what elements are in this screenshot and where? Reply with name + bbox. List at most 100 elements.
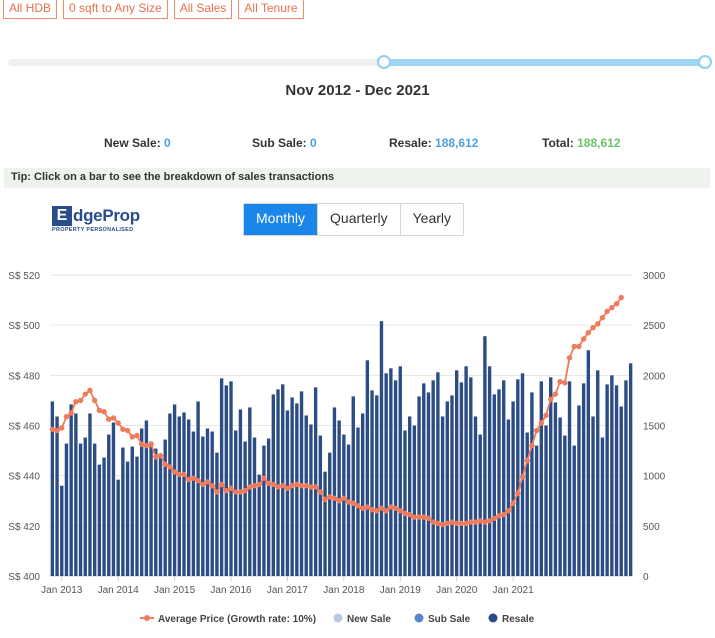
average-price-point[interactable] xyxy=(444,520,450,527)
average-price-point[interactable] xyxy=(284,485,291,491)
resale-bar[interactable] xyxy=(445,401,449,576)
resale-bar[interactable] xyxy=(130,446,134,576)
average-price-point[interactable] xyxy=(101,409,107,415)
average-price-point[interactable] xyxy=(364,504,371,510)
resale-bar[interactable] xyxy=(398,366,402,576)
resale-bar[interactable] xyxy=(154,448,158,576)
average-price-point[interactable] xyxy=(449,519,455,525)
average-price-point[interactable] xyxy=(458,520,465,527)
resale-bar[interactable] xyxy=(624,380,628,576)
resale-bar[interactable] xyxy=(454,370,459,576)
average-price-point[interactable] xyxy=(397,508,403,514)
resale-bar[interactable] xyxy=(229,381,233,576)
average-price-point[interactable] xyxy=(529,442,535,449)
resale-bar[interactable] xyxy=(116,479,120,576)
average-price-point[interactable] xyxy=(87,387,93,394)
resale-bar[interactable] xyxy=(111,422,116,576)
filter-tenure[interactable]: All Tenure xyxy=(238,0,304,19)
resale-bar[interactable] xyxy=(511,401,515,576)
resale-bar[interactable] xyxy=(158,454,163,576)
resale-bar[interactable] xyxy=(412,425,417,577)
resale-bar[interactable] xyxy=(426,392,431,576)
resale-bar[interactable] xyxy=(64,443,69,576)
average-price-point[interactable] xyxy=(538,420,545,426)
average-price-point[interactable] xyxy=(59,425,65,431)
resale-bar[interactable] xyxy=(577,405,581,576)
average-price-point[interactable] xyxy=(247,484,253,490)
average-price-point[interactable] xyxy=(595,321,601,327)
resale-bar[interactable] xyxy=(356,427,360,576)
resale-bar[interactable] xyxy=(502,380,506,576)
resale-bar[interactable] xyxy=(224,385,229,576)
resale-bar[interactable] xyxy=(492,394,496,576)
resale-bar[interactable] xyxy=(478,434,482,576)
average-price-point[interactable] xyxy=(143,442,150,449)
resale-bar[interactable] xyxy=(328,452,332,576)
legend-resale-marker[interactable] xyxy=(488,613,498,623)
resale-bar[interactable] xyxy=(304,415,308,576)
legend-average-price-label[interactable]: Average Price (Growth rate: 10%) xyxy=(158,614,316,625)
resale-bar[interactable] xyxy=(78,443,83,576)
slider-start-handle[interactable] xyxy=(377,55,391,69)
average-price-point[interactable] xyxy=(322,496,328,503)
resale-bar[interactable] xyxy=(572,445,576,576)
resale-bar[interactable] xyxy=(563,435,567,576)
average-price-point[interactable] xyxy=(599,314,606,321)
average-price-point[interactable] xyxy=(181,471,187,478)
resale-bar[interactable] xyxy=(144,420,149,576)
average-price-point[interactable] xyxy=(110,415,117,421)
average-price-point[interactable] xyxy=(68,410,74,416)
legend-sub-sale-label[interactable]: Sub Sale xyxy=(428,614,471,625)
average-price-point[interactable] xyxy=(120,426,126,432)
resale-bar[interactable] xyxy=(539,381,544,576)
resale-bar[interactable] xyxy=(365,360,370,576)
resale-bar[interactable] xyxy=(591,416,595,576)
resale-bar[interactable] xyxy=(440,416,445,576)
resale-bar[interactable] xyxy=(553,402,558,576)
resale-bar[interactable] xyxy=(605,384,609,576)
resale-bar[interactable] xyxy=(346,444,351,576)
resale-bar[interactable] xyxy=(459,382,464,576)
average-price-point[interactable] xyxy=(425,515,432,522)
resale-bar[interactable] xyxy=(121,447,125,576)
average-price-point[interactable] xyxy=(251,483,258,489)
resale-bar[interactable] xyxy=(125,461,130,576)
slider-track[interactable] xyxy=(8,59,708,66)
resale-bar[interactable] xyxy=(628,363,633,576)
average-price-point[interactable] xyxy=(270,481,277,488)
average-price-point[interactable] xyxy=(378,505,385,511)
resale-bar[interactable] xyxy=(295,403,299,576)
legend-resale-label[interactable]: Resale xyxy=(502,614,535,625)
resale-bar[interactable] xyxy=(149,441,153,576)
average-price-point[interactable] xyxy=(402,510,408,516)
average-price-point[interactable] xyxy=(411,514,418,520)
average-price-point[interactable] xyxy=(214,489,220,495)
average-price-point[interactable] xyxy=(604,308,610,315)
average-price-point[interactable] xyxy=(91,397,98,404)
average-price-point[interactable] xyxy=(148,441,154,448)
average-price-point[interactable] xyxy=(439,521,446,528)
average-price-point[interactable] xyxy=(223,488,230,494)
resale-bar[interactable] xyxy=(55,416,59,576)
resale-bar[interactable] xyxy=(464,366,468,576)
resale-bar[interactable] xyxy=(360,413,365,576)
average-price-point[interactable] xyxy=(505,508,512,514)
average-price-point[interactable] xyxy=(543,412,549,419)
average-price-point[interactable] xyxy=(317,489,324,495)
resale-bar[interactable] xyxy=(135,456,139,576)
resale-bar[interactable] xyxy=(558,417,562,576)
average-price-point[interactable] xyxy=(162,461,168,468)
average-price-point[interactable] xyxy=(585,329,592,336)
average-price-point[interactable] xyxy=(134,432,140,439)
average-price-point[interactable] xyxy=(416,514,422,520)
resale-bar[interactable] xyxy=(342,434,346,576)
resale-bar[interactable] xyxy=(215,452,219,576)
resale-bar[interactable] xyxy=(619,406,623,576)
average-price-point[interactable] xyxy=(392,505,399,511)
average-price-point[interactable] xyxy=(421,514,427,520)
resale-bar[interactable] xyxy=(252,437,257,576)
tab-quarterly[interactable]: Quarterly xyxy=(318,204,401,235)
average-price-point[interactable] xyxy=(242,488,248,494)
average-price-point[interactable] xyxy=(590,324,596,331)
resale-bar[interactable] xyxy=(581,383,586,576)
